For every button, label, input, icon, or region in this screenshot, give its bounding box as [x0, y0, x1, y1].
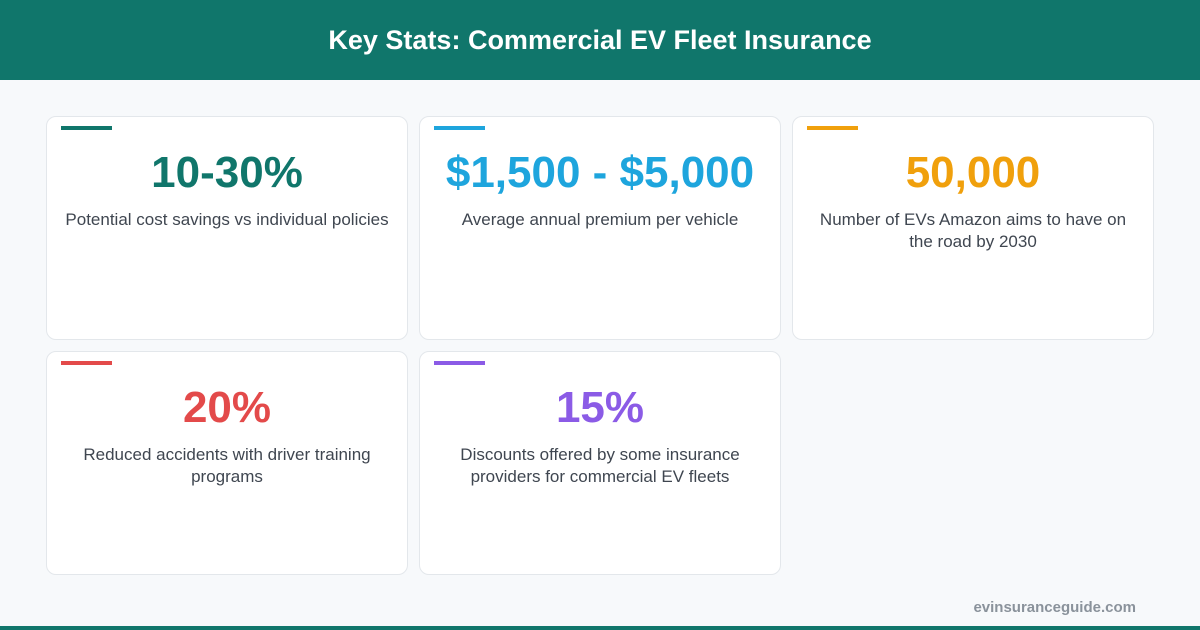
- bottom-bar: [0, 626, 1200, 630]
- stat-description: Discounts offered by some insurance prov…: [460, 445, 740, 486]
- stat-description: Reduced accidents with driver training p…: [83, 445, 371, 486]
- stat-description: Average annual premium per vehicle: [461, 210, 739, 229]
- stat-description: Potential cost savings vs individual pol…: [65, 210, 389, 229]
- accent-bar: [434, 126, 485, 130]
- stat-value: 10-30%: [151, 148, 303, 197]
- stat-card: 15% Discounts offered by some insurance p…: [419, 351, 781, 575]
- accent-bar: [61, 361, 112, 365]
- stat-card: 20% Reduced accidents with driver trainin…: [46, 351, 408, 575]
- stat-value: 20%: [182, 383, 272, 432]
- stats-grid: 10-30% Potential cost savings vs individu…: [46, 116, 1154, 575]
- stat-value: 15%: [555, 383, 645, 432]
- stat-card: $1,500 - $5,000 Average annual premium pe…: [419, 116, 781, 340]
- header-title: Key Stats: Commercial EV Fleet Insurance: [0, 0, 1200, 80]
- stat-value: 50,000: [905, 148, 1041, 197]
- accent-bar: [807, 126, 858, 130]
- stat-card: 50,000 Number of EVs Amazon aims to have …: [792, 116, 1154, 340]
- stat-description: Number of EVs Amazon aims to have on the…: [819, 210, 1127, 251]
- accent-bar: [61, 126, 112, 130]
- stat-card: 10-30% Potential cost savings vs individu…: [46, 116, 408, 340]
- accent-bar: [434, 361, 485, 365]
- stat-value: $1,500 - $5,000: [445, 148, 755, 197]
- footer-source: evinsuranceguide.com: [973, 599, 1136, 616]
